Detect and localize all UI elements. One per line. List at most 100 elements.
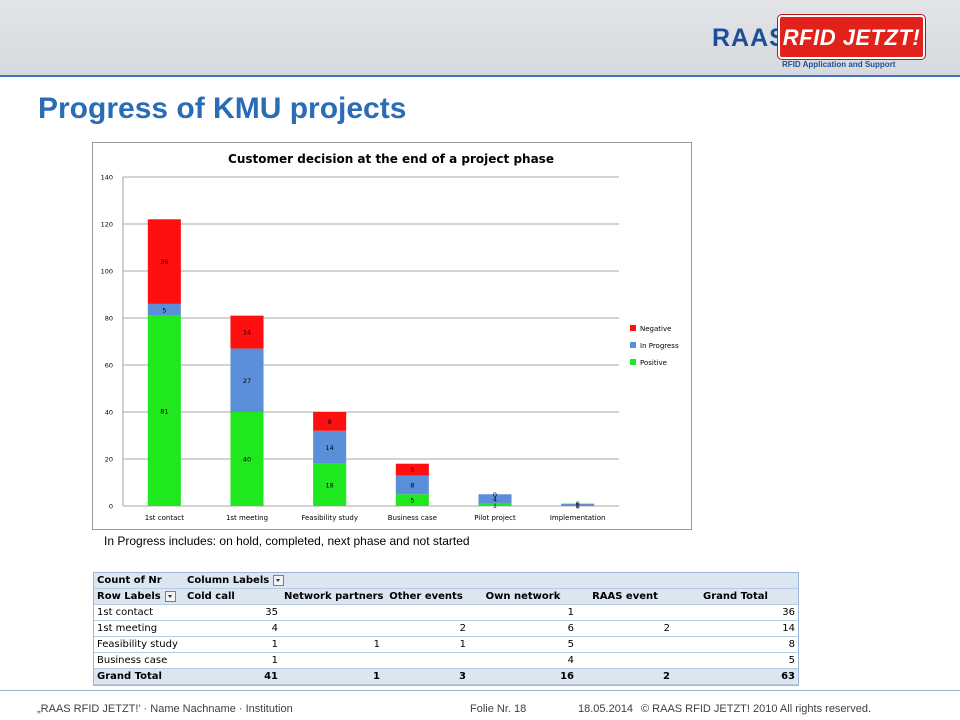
- pivot-row[interactable]: Feasibility study 1 1 1 5 8: [94, 636, 798, 653]
- pivot-total-label: Grand Total: [94, 668, 184, 685]
- pivot-row-label: Feasibility study: [94, 636, 184, 653]
- data-label: 8: [328, 418, 332, 426]
- y-tick-label: 20: [105, 456, 113, 464]
- pivot-cell: 4: [469, 652, 577, 669]
- legend-swatch: [630, 342, 636, 348]
- pivot-grand-total-row[interactable]: Grand Total 41 1 3 16 2 63: [94, 668, 798, 685]
- bar-segment-positive: [478, 503, 512, 506]
- x-tick-label: Implementation: [550, 514, 606, 522]
- bar-segment-positive: [313, 463, 347, 506]
- pivot-cell: 35: [184, 604, 281, 621]
- pivot-header-row-2: Row Labels Cold call Network partners Ot…: [94, 588, 798, 605]
- bar-segment-positive: [147, 315, 181, 506]
- footer-copyright: © RAAS RFID JETZT! 2010 All rights reser…: [641, 703, 872, 715]
- pivot-row-labels: Row Labels: [97, 591, 161, 602]
- pivot-total-cell: 41: [184, 668, 281, 685]
- pivot-col-header: Other events: [383, 588, 469, 605]
- pivot-cell: [281, 652, 383, 669]
- column-filter-dropdown-icon[interactable]: [273, 574, 285, 586]
- pivot-cell: 5: [469, 636, 577, 653]
- row-filter-dropdown-icon[interactable]: [164, 590, 176, 602]
- data-label: 36: [160, 258, 168, 266]
- data-label: 0: [576, 503, 580, 511]
- data-label: 14: [243, 329, 251, 337]
- legend-label: Negative: [640, 325, 671, 333]
- bar-segment-in-progress: [561, 503, 595, 506]
- pivot-col-header: Own network: [469, 588, 577, 605]
- x-tick-label: Feasibility study: [301, 514, 358, 522]
- data-label: 0: [576, 500, 580, 508]
- legend-label: Positive: [640, 359, 667, 367]
- data-label: 5: [410, 497, 414, 505]
- pivot-row[interactable]: 1st contact 35 1 36: [94, 604, 798, 621]
- pivot-cell: 1: [184, 636, 281, 653]
- legend-swatch: [630, 325, 636, 331]
- pivot-corner-label: Count of Nr: [94, 573, 184, 589]
- footer-date: 18.05.2014: [578, 703, 634, 715]
- slide-header: RAAS RFID JETZT! RFID Application and Su…: [0, 0, 960, 77]
- bar-segment-positive: [230, 412, 264, 506]
- footer-left-text: „RAAS RFID JETZT!’ · Name Nachname · Ins…: [37, 703, 293, 715]
- bar-segment-in-progress: [395, 475, 429, 495]
- pivot-row[interactable]: 1st meeting 4 2 6 2 14: [94, 620, 798, 637]
- pivot-cell: 1: [469, 604, 577, 621]
- pivot-cell: 2: [383, 620, 469, 637]
- data-label: 27: [243, 377, 251, 385]
- y-tick-label: 100: [101, 268, 113, 276]
- bar-segment-in-progress: [478, 494, 512, 504]
- pivot-row[interactable]: Business case 1 4 5: [94, 652, 798, 669]
- pivot-cell: [281, 604, 383, 621]
- pivot-row-label: Business case: [94, 652, 184, 669]
- y-tick-label: 60: [105, 362, 113, 370]
- pivot-cell: [577, 636, 673, 653]
- pivot-cell: 1: [383, 636, 469, 653]
- pivot-table[interactable]: Count of Nr Column Labels Row Labels Col…: [93, 572, 799, 686]
- data-label: 14: [326, 444, 334, 452]
- pivot-cell: 14: [673, 620, 798, 637]
- bar-segment-negative: [147, 219, 181, 304]
- pivot-cell: 8: [673, 636, 798, 653]
- pivot-cell: 1: [184, 652, 281, 669]
- x-tick-label: 1st meeting: [226, 514, 268, 522]
- pivot-cell: [281, 620, 383, 637]
- y-tick-label: 140: [101, 174, 113, 182]
- pivot-cell: [577, 604, 673, 621]
- pivot-cell: [383, 652, 469, 669]
- logo-rfid-text: RFID JETZT!: [782, 25, 921, 50]
- pivot-col-header: RAAS event: [577, 588, 673, 605]
- pivot-cell: 1: [281, 636, 383, 653]
- pivot-cell: [577, 652, 673, 669]
- bar-segment-positive: [395, 494, 429, 506]
- bar-segment-in-progress: [230, 348, 264, 412]
- data-label: 5: [410, 466, 414, 474]
- chart-container: Customer decision at the end of a projec…: [92, 142, 692, 530]
- bar-segment-negative: [230, 315, 264, 349]
- data-label: 5: [162, 306, 166, 314]
- pivot-total-cell: 63: [673, 668, 798, 685]
- legend-label: In Progress: [640, 342, 679, 350]
- data-label: 1: [493, 501, 497, 509]
- pivot-column-labels-cell: Column Labels: [184, 573, 798, 589]
- data-label: 1: [576, 501, 580, 509]
- legend-swatch: [630, 359, 636, 365]
- pivot-cell: 36: [673, 604, 798, 621]
- pivot-row-labels-cell: Row Labels: [94, 588, 184, 605]
- bar-segment-in-progress: [313, 430, 347, 464]
- x-tick-label: Pilot project: [474, 514, 516, 522]
- pivot-col-header: Network partners: [281, 588, 383, 605]
- bar-segment-negative: [395, 463, 429, 476]
- raas-logo: RAAS RFID JETZT! RFID Application and Su…: [712, 10, 927, 72]
- pivot-cell: 4: [184, 620, 281, 637]
- pivot-cell: 6: [469, 620, 577, 637]
- x-tick-label: Business case: [388, 514, 437, 522]
- y-tick-label: 80: [105, 315, 113, 323]
- y-tick-label: 120: [101, 221, 113, 229]
- logo-tagline: RFID Application and Support: [782, 60, 896, 69]
- chart-title: Customer decision at the end of a projec…: [228, 152, 554, 166]
- data-label: 81: [160, 407, 168, 415]
- logo-raas-text: RAAS: [712, 24, 787, 52]
- footer-divider: [0, 690, 960, 691]
- chart-footnote: In Progress includes: on hold, completed…: [104, 534, 470, 548]
- bar-segment-negative: [313, 412, 347, 431]
- data-label: 0: [493, 491, 497, 499]
